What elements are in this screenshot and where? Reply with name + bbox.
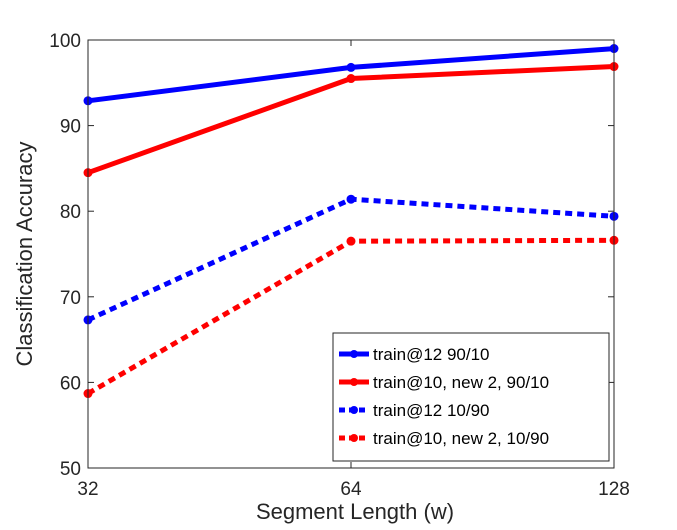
legend-swatch-marker [350,434,358,442]
y-tick-label: 60 [60,373,81,394]
x-tick-label: 32 [77,479,98,500]
legend-label: train@10, new 2, 90/10 [373,373,549,392]
data-point [346,74,356,84]
data-point [346,236,356,246]
legend-swatch-marker [350,378,358,386]
legend-label: train@12 90/10 [373,345,490,364]
y-tick-label: 90 [60,117,81,138]
y-tick-label: 100 [49,31,81,52]
legend-swatch-marker [350,350,358,358]
legend-label: train@12 10/90 [373,401,490,420]
y-tick-label: 50 [60,459,81,480]
legend: train@12 90/10 train@10, new 2, 90/10 trai… [332,332,610,462]
legend-swatch-marker [350,406,358,414]
series-line-3 [86,196,615,323]
data-point [346,62,356,72]
y-tick-label: 80 [60,202,81,223]
legend-box [332,332,610,462]
x-axis-title: Segment Length (w) [256,499,454,524]
x-tick-label: 64 [340,479,362,500]
data-point [346,194,356,204]
y-tick-label: 70 [60,288,81,309]
legend-label: train@10, new 2, 10/90 [373,429,549,448]
ticks-group: 50 60 70 80 90 100 32 64 128 [49,31,630,500]
series-group [83,44,619,399]
x-tick-label: 128 [598,479,630,500]
y-axis-title: Classification Accuracy [12,142,37,367]
